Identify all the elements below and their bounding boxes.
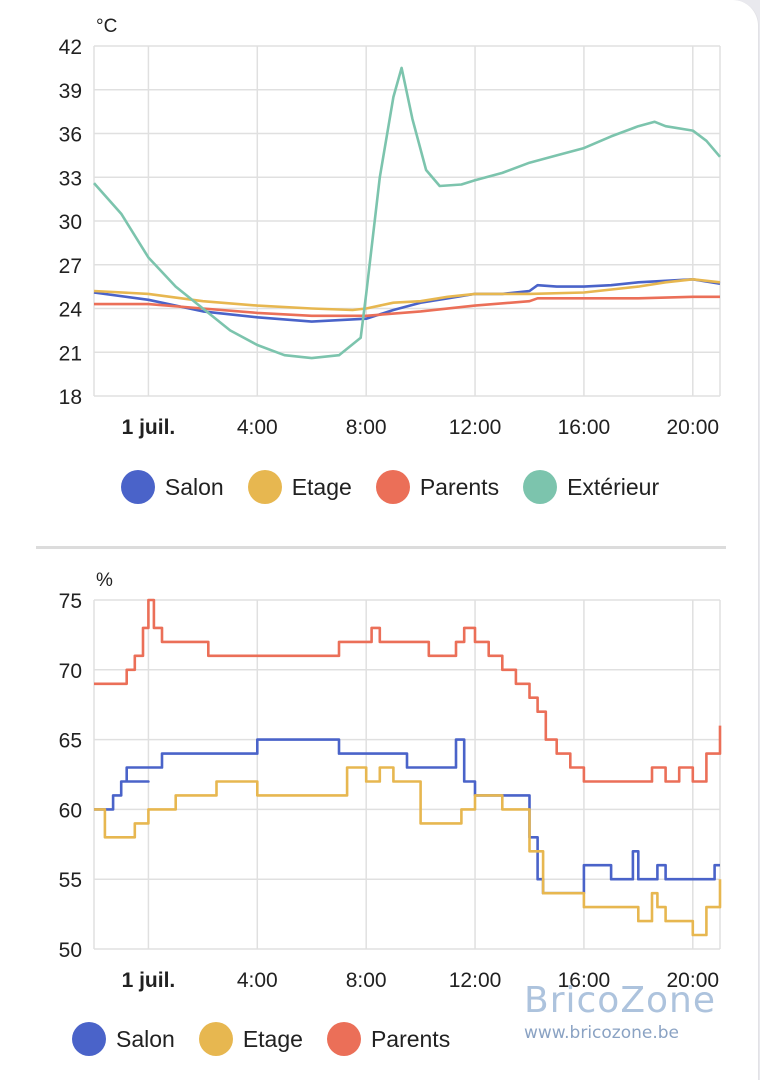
legend-label: Parents xyxy=(370,1025,451,1052)
legend-label: Etage xyxy=(291,473,352,500)
legend-item-etage[interactable]: Etage xyxy=(198,1022,303,1056)
y-tick-label: 39 xyxy=(59,80,82,103)
legend-item-salon[interactable]: Salon xyxy=(120,470,224,504)
watermark-title: BricoZone xyxy=(524,980,716,1021)
legend-dot-etage xyxy=(247,470,282,504)
y-tick-label: 33 xyxy=(59,167,82,190)
x-tick-label: 4:00 xyxy=(237,969,278,992)
y-tick-label: 42 xyxy=(59,36,82,59)
series-line-parents[interactable] xyxy=(94,598,722,783)
series-line-parents[interactable] xyxy=(94,295,720,318)
legend-dot-salon xyxy=(72,1022,106,1056)
series-line-salon[interactable] xyxy=(94,738,720,895)
legend-label: Extérieur xyxy=(567,473,660,500)
watermark-url: www.bricozone.be xyxy=(524,1023,680,1043)
watermark: BricoZone www.bricozone.be xyxy=(524,980,758,1043)
legend-item-salon[interactable]: Salon xyxy=(72,1022,175,1056)
legend-dot-parents xyxy=(326,1022,361,1056)
legend-dot-parents xyxy=(375,470,410,504)
temperature-legend: Salon Etage Parents Extérieur xyxy=(0,470,758,504)
legend-item-etage[interactable]: Etage xyxy=(247,470,352,504)
x-tick-label: 20:00 xyxy=(667,969,720,992)
x-tick-label: 12:00 xyxy=(449,416,502,439)
y-tick-label: 24 xyxy=(59,299,83,322)
x-tick-label: 4:00 xyxy=(237,416,278,439)
x-tick-label: 20:00 xyxy=(667,416,720,439)
x-tick-label: 16:00 xyxy=(558,969,611,992)
y-tick-label: 21 xyxy=(59,342,82,365)
series-line-etage[interactable] xyxy=(93,278,721,312)
x-tick-label: 12:00 xyxy=(449,969,502,992)
y-unit-label: % xyxy=(96,570,113,591)
x-tick-label: 8:00 xyxy=(346,969,387,992)
y-tick-label: 75 xyxy=(59,590,82,613)
legend-label: Salon xyxy=(116,1025,175,1052)
legend-label: Salon xyxy=(164,473,224,500)
x-tick-label: 1 juil. xyxy=(122,969,176,992)
y-tick-label: 50 xyxy=(59,939,82,962)
y-tick-label: 60 xyxy=(59,799,82,822)
series-line-exterieur[interactable] xyxy=(93,66,721,360)
x-tick-label: 16:00 xyxy=(558,416,611,439)
y-tick-label: 70 xyxy=(59,660,82,683)
legend-dot-etage xyxy=(198,1022,233,1056)
series-line-etage[interactable] xyxy=(94,766,722,937)
x-tick-label: 8:00 xyxy=(346,416,387,439)
legend-dot-salon xyxy=(120,470,155,504)
legend-item-parents[interactable]: Parents xyxy=(326,1022,451,1056)
y-tick-label: 27 xyxy=(59,255,82,278)
humidity-legend: Salon Etage Parents xyxy=(0,1022,758,1056)
temperature-chart[interactable]: 18 21 24 27 30 33 36 39 42 1 juil. 4:00 8:00 12:00 16… xyxy=(0,0,758,460)
y-tick-label: 36 xyxy=(59,124,82,147)
y-tick-label: 18 xyxy=(59,386,82,409)
x-tick-label: 1 juil. xyxy=(122,416,176,439)
legend-dot-exterieur xyxy=(523,470,558,504)
y-tick-label: 30 xyxy=(59,211,82,234)
chart-divider xyxy=(36,546,726,549)
y-tick-label: 65 xyxy=(59,730,82,753)
humidity-chart[interactable]: 50 55 60 65 70 75 1 juil. 4:00 8:00 12:00 16:00 20:… xyxy=(0,560,758,1020)
legend-item-parents[interactable]: Parents xyxy=(375,470,500,504)
y-tick-label: 55 xyxy=(59,869,82,892)
y-unit-label: °C xyxy=(96,16,117,37)
legend-label: Parents xyxy=(419,473,500,500)
legend-item-exterieur[interactable]: Extérieur xyxy=(523,470,659,504)
legend-label: Etage xyxy=(242,1025,303,1052)
